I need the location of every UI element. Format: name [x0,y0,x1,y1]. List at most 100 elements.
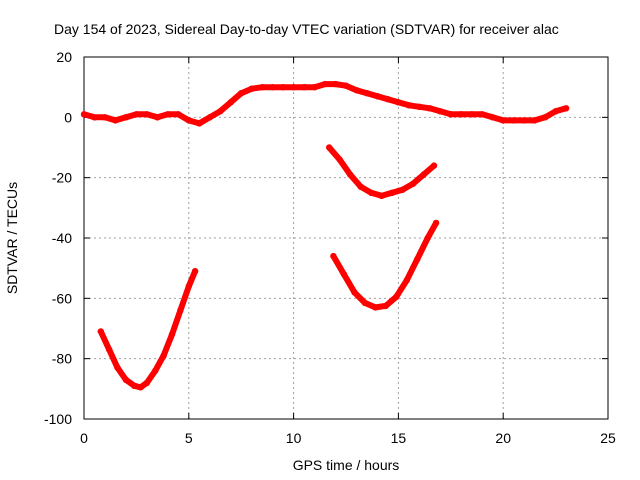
data-point [395,99,402,106]
data-point [80,111,88,118]
data-point [562,105,570,112]
y-tick-label: -100 [44,411,72,427]
data-point [279,84,287,91]
data-point [326,144,333,151]
data-point [290,84,297,91]
data-point [489,114,496,121]
data-point [185,283,192,290]
data-point [357,183,364,190]
data-point [122,114,130,121]
data-point [424,234,431,242]
data-point [143,379,151,386]
y-tick-label: -80 [52,351,72,367]
data-point [416,103,423,111]
x-tick-label: 15 [391,430,407,446]
series-4 [330,219,440,311]
series-line [326,144,437,199]
data-point [340,271,348,278]
data-point [196,120,203,127]
data-point [321,80,329,88]
y-tick-label: -40 [52,230,72,246]
series-2 [97,268,199,391]
data-point [175,111,182,118]
x-tick-label: 10 [286,430,302,446]
x-tick-label: 0 [80,430,88,446]
x-axis-label: GPS time / hours [293,457,400,473]
series-3 [326,144,438,199]
data-point [143,111,151,118]
data-point [468,111,475,118]
data-point [238,90,245,97]
y-axis-label: SDTVAR / TECUs [4,182,20,294]
data-point [363,90,371,97]
data-point [91,114,98,121]
data-point [384,96,392,103]
y-tick-label: 0 [64,109,72,125]
data-point [347,171,354,178]
y-tick-label: 20 [56,49,72,65]
data-point [403,277,410,284]
data-point [479,111,486,118]
data-point [336,156,343,163]
data-point [168,331,176,338]
data-point [420,171,427,178]
data-point [378,192,385,199]
data-point [368,189,375,196]
data-point [191,268,199,275]
data-point [259,84,266,91]
data-point [185,117,192,124]
data-point [500,117,507,124]
grid [84,57,608,419]
chart-title: Day 154 of 2023, Sidereal Day-to-day VTE… [54,21,559,37]
data-point [541,114,549,121]
data-point [414,255,421,263]
data-point [154,114,161,121]
data-point [248,85,255,92]
data-point [311,84,318,91]
data-point [101,114,109,121]
series-line [97,268,199,391]
y-tick-label: -20 [52,170,72,186]
data-point [399,186,406,193]
data-point [300,84,308,91]
y-tick-label: -60 [52,290,72,306]
data-point [430,162,438,169]
data-point [388,189,396,196]
data-point [372,304,379,311]
data-point [351,289,358,296]
x-tick-label: 20 [495,430,511,446]
data-point [342,82,350,89]
series-line [330,219,440,311]
data-point [405,102,413,109]
axis-ticks: 0 5 10 15 20 25 20 0 -20 -40 -60 -80 -100 [44,49,616,446]
data-point [382,302,389,310]
data-point [131,382,138,389]
data-point [133,111,140,118]
data-point [152,367,159,374]
data-point [177,307,184,314]
data-point [269,84,276,91]
data-point [112,117,119,124]
data-point [106,346,113,353]
data-point [217,108,224,115]
data-point [426,105,433,112]
data-point [447,111,454,118]
data-point [137,384,144,391]
data-point [97,328,105,335]
data-point [227,99,234,106]
data-point [122,376,130,383]
data-point [531,117,538,124]
data-point [437,108,444,115]
data-point [393,293,400,300]
data-point [458,111,465,118]
data-point [332,80,339,88]
data-point [164,111,171,118]
data-point [361,299,369,307]
data-point [330,252,337,260]
data-point [552,108,559,115]
data-point [432,219,440,227]
data-point [114,364,121,371]
data-point [353,87,360,94]
data-point [160,352,167,359]
